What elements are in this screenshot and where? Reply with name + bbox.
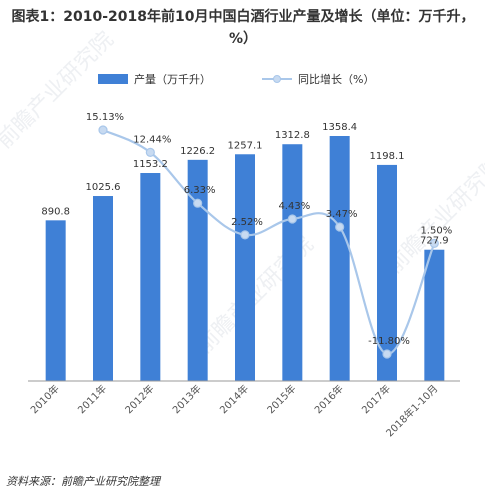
bar-0 [45,220,66,381]
bar-value-label-0: 890.8 [41,206,70,217]
x-tick-label-5: 2015年 [264,382,298,416]
bar-series [45,136,445,381]
bar-value-label-2: 1153.2 [133,159,168,170]
source-note: 资料来源：前瞻产业研究院整理 [6,475,160,488]
x-tick-label-1: 2011年 [75,382,109,416]
bar-5 [282,144,303,381]
growth-value-label-7: -11.80% [368,336,410,347]
growth-point-3 [193,198,203,208]
legend-line-label: 同比增长（%） [298,72,374,86]
bar-7 [377,164,397,381]
chart-title: 图表1：2010-2018年前10月中国白酒行业产量及增长（单位：万千升，%） [11,9,475,47]
bar-4 [235,154,255,381]
growth-value-label-4: 2.52% [231,217,263,228]
growth-point-1 [98,125,108,135]
growth-value-label-3: 6.33% [184,185,216,196]
x-tick-label-2: 2012年 [122,382,156,416]
growth-line-series [98,125,439,359]
bar-value-label-8: 727.9 [420,236,449,247]
growth-point-6 [335,222,345,232]
growth-point-2 [145,147,155,157]
bar-value-label-6: 1358.4 [322,122,357,133]
x-tick-label-4: 2014年 [217,382,251,416]
bar-6 [329,136,350,381]
growth-point-4 [240,230,250,240]
growth-value-label-2: 12.44% [133,134,171,145]
bar-value-label-7: 1198.1 [370,151,405,162]
legend-bar-swatch [98,74,128,84]
growth-point-8 [429,238,439,248]
legend-bar-label: 产量（万千升） [134,72,211,86]
bar-8 [424,249,445,381]
bar-value-label-5: 1312.8 [275,130,310,141]
bar-1 [93,196,113,381]
growth-value-label-8: 1.50% [420,225,452,236]
growth-value-labels: 15.13% 12.44% 6.33% 2.52% 4.43% 3.47% -11.80% 1… [86,112,452,347]
growth-value-label-1: 15.13% [86,112,124,123]
growth-point-7 [382,349,392,359]
growth-value-label-6: 3.47% [326,209,358,220]
x-tick-label-0: 2010年 [28,382,62,416]
bar-value-label-4: 1257.1 [228,140,263,151]
x-tick-label-3: 2013年 [170,382,204,416]
legend: 产量（万千升） 同比增长（%） [98,72,374,86]
growth-value-label-5: 4.43% [278,201,310,212]
legend-line-marker [273,75,281,83]
bar-value-label-3: 1226.2 [180,146,215,157]
growth-point-5 [287,214,297,224]
x-tick-label-6: 2016年 [312,382,346,416]
x-axis-ticks: 2010年 2011年 2012年 2013年 2014年 2015年 2016年 2017年… [28,382,441,439]
bar-value-labels: 890.8 1025.6 1153.2 1226.2 1257.1 1312.8 1358.… [41,122,448,247]
x-tick-label-7: 2017年 [359,382,393,416]
bar-value-label-1: 1025.6 [86,182,121,193]
bar-2 [140,173,161,381]
watermark-text-0: 前瞻产业研究院 [0,27,119,154]
bar-3 [187,159,208,381]
